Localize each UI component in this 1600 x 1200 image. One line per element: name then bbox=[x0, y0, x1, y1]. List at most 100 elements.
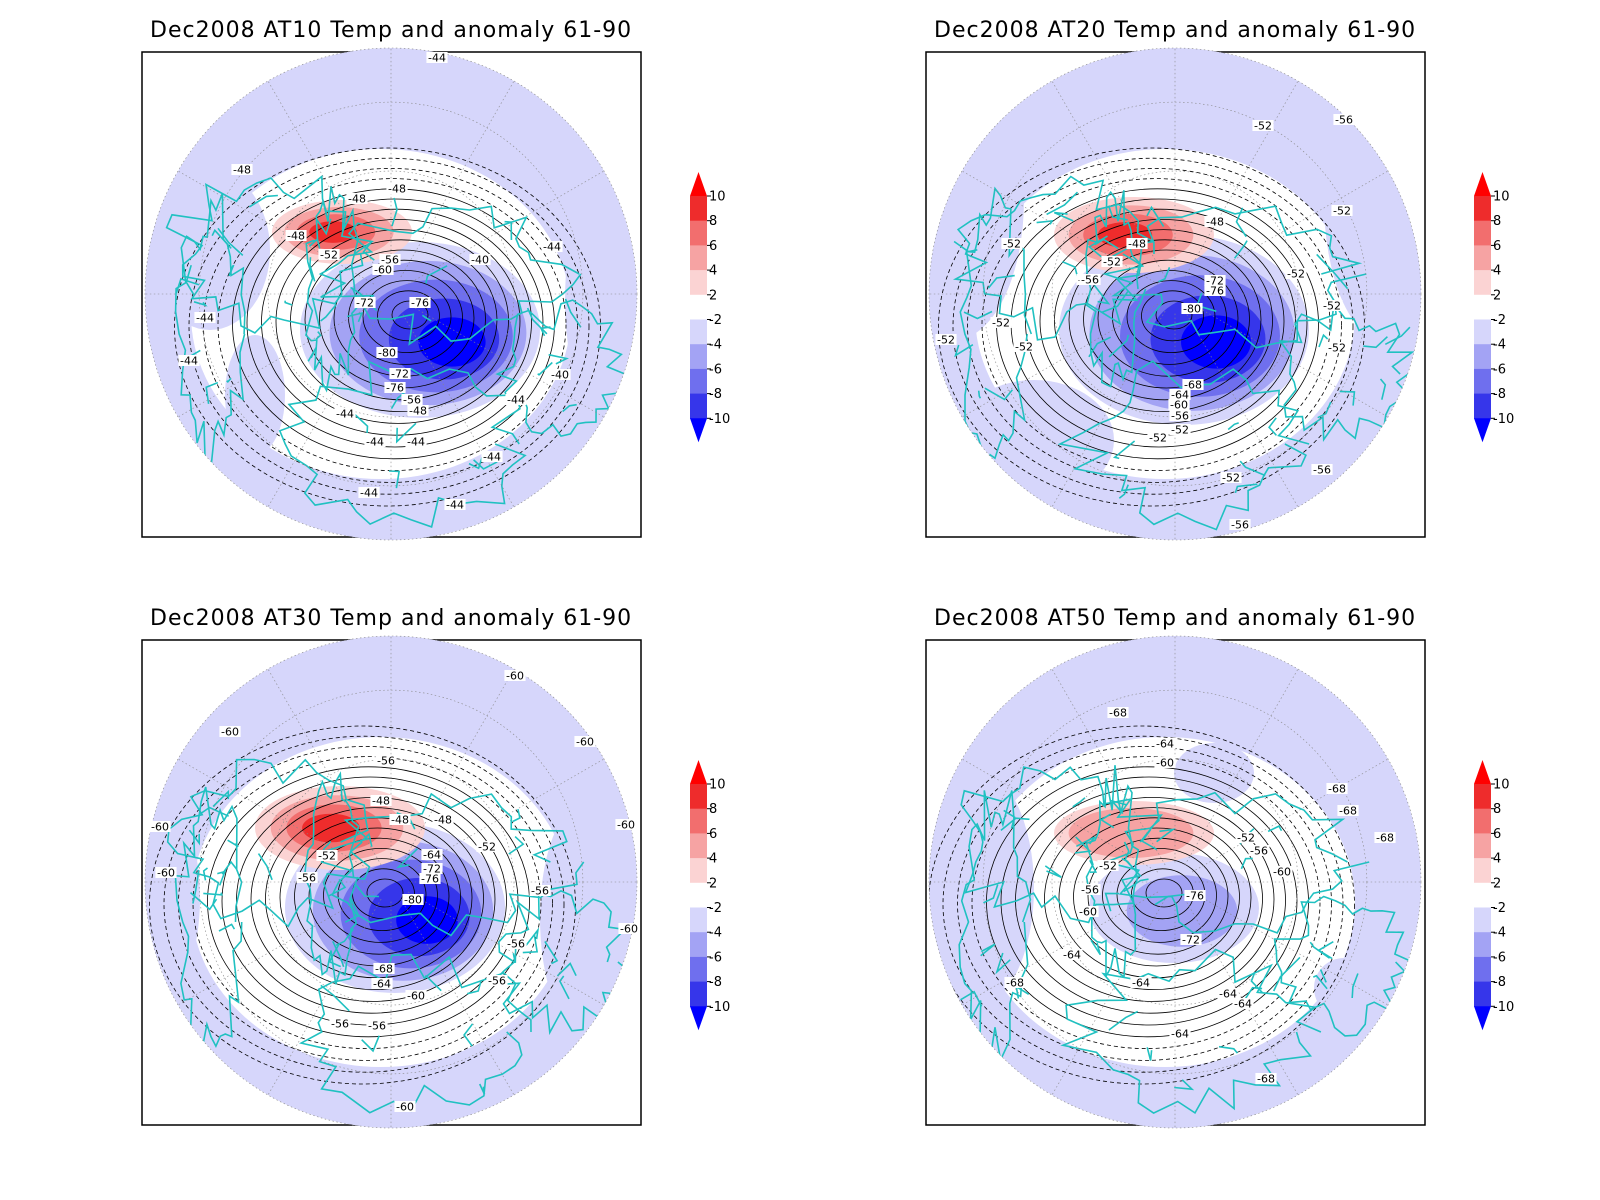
latitude-circle bbox=[267, 170, 515, 418]
border-line bbox=[1107, 205, 1128, 221]
border-line bbox=[562, 403, 577, 413]
contour-label-bg bbox=[155, 867, 177, 878]
contour-line bbox=[207, 766, 530, 1038]
colorbar-segment bbox=[690, 882, 707, 908]
coastline bbox=[1057, 360, 1310, 531]
contour-label: -52 bbox=[1015, 341, 1033, 354]
contour-line bbox=[236, 786, 507, 1014]
meridian bbox=[961, 758, 1159, 873]
contour-label-bg bbox=[219, 726, 241, 737]
contour-label: -44 bbox=[428, 52, 446, 65]
border-line bbox=[217, 870, 227, 886]
polar-map-at20: -52-56-52-48-48-52-52-56-72-76-80-52-68-… bbox=[925, 47, 1514, 541]
contour-line bbox=[1044, 807, 1263, 991]
colorbar-top-arrow bbox=[1474, 760, 1491, 784]
colorbar-tick-label: -4 bbox=[1493, 926, 1506, 941]
contour-line bbox=[174, 147, 601, 507]
contour-label-bg bbox=[358, 487, 380, 498]
contour-label: -44 bbox=[507, 394, 525, 407]
border-line bbox=[524, 927, 540, 947]
contour-label-bg bbox=[1004, 977, 1026, 988]
contour-label-bg bbox=[549, 369, 571, 380]
cold-patch bbox=[1314, 958, 1374, 1018]
border-line bbox=[1146, 1047, 1153, 1061]
coastline bbox=[166, 758, 371, 928]
contour-line bbox=[1155, 300, 1193, 330]
border-line bbox=[478, 1083, 486, 1095]
contour-label-bg bbox=[1326, 783, 1348, 794]
map-panel-at30: Dec2008 AT30 Temp and anomaly 61-90 -60 -… bbox=[0, 588, 800, 1188]
contour-label-bg bbox=[1229, 519, 1251, 530]
colorbar-segment bbox=[690, 196, 707, 222]
colorbar-tick-label: -8 bbox=[1493, 975, 1506, 990]
border-line bbox=[564, 298, 582, 328]
colorbar-tick-label: 8 bbox=[709, 802, 717, 817]
contour-label-bg bbox=[1374, 832, 1396, 843]
border-line bbox=[185, 264, 195, 296]
contour-label: -56 bbox=[403, 394, 421, 407]
contour-label: -56 bbox=[1081, 884, 1099, 897]
contour-label: -56 bbox=[331, 1018, 349, 1031]
contour-label: -52 bbox=[320, 249, 338, 262]
border-line bbox=[512, 809, 521, 823]
contour-label: -60 bbox=[620, 923, 638, 936]
colorbar-tick-label: 6 bbox=[709, 827, 717, 842]
colorbar-tick-label: 6 bbox=[709, 239, 717, 254]
border-line bbox=[212, 789, 230, 808]
border-line bbox=[1227, 422, 1239, 431]
contour-label-bg bbox=[1311, 464, 1333, 475]
contour-label-bg bbox=[1232, 998, 1254, 1009]
meridian bbox=[1191, 758, 1389, 873]
contour-label-bg bbox=[371, 978, 393, 989]
border-line bbox=[257, 853, 273, 881]
colorbar-tick-label: -6 bbox=[709, 362, 722, 377]
border-line bbox=[1267, 825, 1283, 833]
contour-label: -76 bbox=[411, 297, 429, 310]
contour-label: -72 bbox=[1182, 934, 1200, 947]
cold-patch bbox=[145, 798, 200, 998]
cold-anomaly-level bbox=[418, 317, 486, 367]
border-line bbox=[1235, 207, 1247, 238]
contour-label-bg bbox=[1130, 977, 1152, 988]
colorbar-tick-label: -10 bbox=[1493, 412, 1514, 427]
contour-label: -64 bbox=[1063, 949, 1081, 962]
contour-label-bg bbox=[421, 863, 443, 874]
border-line bbox=[504, 220, 513, 241]
border-line bbox=[1044, 865, 1062, 878]
border-line bbox=[1250, 971, 1263, 993]
contour-label: -60 bbox=[407, 990, 425, 1003]
colorbar-tick-label: 10 bbox=[1493, 778, 1510, 793]
meridian bbox=[1191, 891, 1389, 1006]
coastline bbox=[952, 175, 1155, 341]
contour-label-bg bbox=[1337, 805, 1359, 816]
border-line bbox=[1384, 326, 1411, 346]
contour-line bbox=[938, 147, 1365, 507]
colorbar-tick-label: 2 bbox=[1493, 288, 1501, 303]
colorbar-tick-label: -8 bbox=[1493, 387, 1506, 402]
contour-label-bg bbox=[1061, 949, 1083, 960]
colorbar-top-arrow bbox=[690, 172, 707, 196]
contour-label-bg bbox=[421, 849, 443, 860]
contour-label: -64 bbox=[423, 849, 441, 862]
colorbar-segment bbox=[690, 784, 707, 810]
contour-label: -52 bbox=[1323, 300, 1341, 313]
contour-label-bg bbox=[364, 436, 386, 447]
contour-label-bg bbox=[469, 254, 491, 265]
colorbar-bottom-arrow bbox=[690, 1006, 707, 1031]
contour-label: -52 bbox=[478, 841, 496, 854]
contour-label-bg bbox=[394, 1101, 416, 1112]
contour-line bbox=[1087, 837, 1229, 955]
coastline bbox=[960, 766, 1163, 924]
coastlines bbox=[166, 758, 633, 1114]
anomaly-field bbox=[929, 636, 1421, 1128]
contour-line bbox=[337, 858, 427, 932]
contour-label: -64 bbox=[1219, 988, 1237, 1001]
border-line bbox=[548, 353, 569, 365]
meridian bbox=[1184, 668, 1299, 866]
contour-line bbox=[265, 807, 484, 991]
colorbar-tick-label: -8 bbox=[709, 975, 722, 990]
contour-line bbox=[203, 167, 578, 483]
colorbar-segment bbox=[690, 932, 707, 958]
contour-label-bg bbox=[1154, 757, 1176, 768]
contour-line bbox=[1102, 847, 1217, 943]
